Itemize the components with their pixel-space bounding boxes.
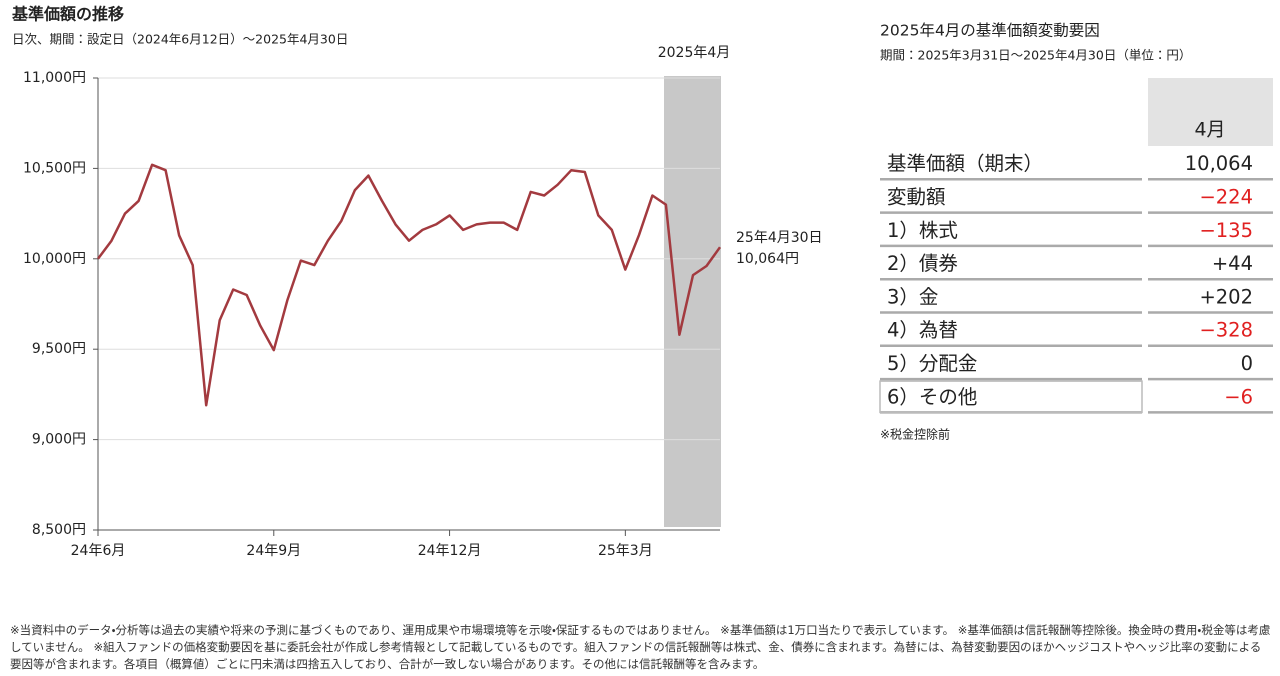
chart: 基準価額の推移 日次、期間：設定日（2024年6月12日）～2025年4月30日… <box>11 5 1273 559</box>
row-label: 2）債券 <box>887 252 958 275</box>
row-value: 10,064 <box>1185 152 1253 175</box>
highlight-label: 2025年4月 <box>658 45 731 61</box>
table-header: 4月 <box>1194 119 1225 141</box>
annotation-value: 10,064円 <box>736 251 799 267</box>
row-value: +202 <box>1199 285 1253 308</box>
row-label: 3）金 <box>887 285 938 308</box>
y-tick-label: 10,000円 <box>23 251 86 267</box>
row-value: −328 <box>1199 319 1253 342</box>
y-tick-label: 10,500円 <box>23 160 86 176</box>
row-label: 4）為替 <box>887 319 958 342</box>
row-label: 1）株式 <box>887 219 958 242</box>
annotation-date: 25年4月30日 <box>736 230 823 246</box>
x-tick-label: 24年12月 <box>418 543 482 559</box>
price-line <box>96 163 722 407</box>
y-tick-label: 11,000円 <box>23 70 86 86</box>
y-tick-label: 8,500円 <box>32 522 86 538</box>
x-tick-label: 25年3月 <box>598 543 653 559</box>
row-label: 5）分配金 <box>887 352 977 375</box>
row-value: +44 <box>1212 252 1253 275</box>
row-value: 0 <box>1241 352 1253 375</box>
highlight-band <box>664 76 721 527</box>
footnote: ※当資料中のデータ・分析等は過去の実績や将来の予測に基づくものであり、運用成果や… <box>10 623 1271 671</box>
header-cell <box>1148 78 1273 146</box>
row-value: −6 <box>1224 385 1253 408</box>
row-value: −135 <box>1199 219 1253 242</box>
row-label: 6）その他 <box>887 385 977 408</box>
y-tick-label: 9,500円 <box>32 341 86 357</box>
chart-subtitle: 日次、期間：設定日（2024年6月12日）～2025年4月30日 <box>12 32 348 47</box>
chart-title: 基準価額の推移 <box>11 5 124 24</box>
table-subtitle: 期間：2025年3月31日～2025年4月30日（単位：円） <box>880 48 1191 63</box>
row-focus <box>879 380 1143 414</box>
row-label: 基準価額（期末） <box>887 152 1043 175</box>
table-note: ※税金控除前 <box>880 427 950 442</box>
row-value: −224 <box>1199 185 1253 208</box>
x-tick-label: 24年9月 <box>246 543 301 559</box>
row-label: 変動額 <box>887 185 946 208</box>
x-tick-label: 24年6月 <box>71 543 126 559</box>
table-title: 2025年4月の基準価額変動要因 <box>880 22 1100 40</box>
y-tick-label: 9,000円 <box>32 432 86 448</box>
